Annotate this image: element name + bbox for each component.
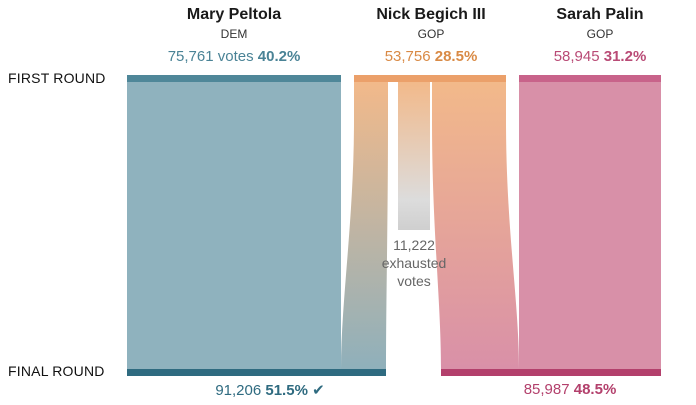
palin-party: GOP [586,27,614,41]
palin-votes-count: 58,945 [553,48,600,65]
peltola-final-round-bar [127,369,386,376]
peltola-party: DEM [220,27,248,41]
palin-final-pct: 48.5% [573,381,617,398]
peltola-first-round-votes: 75,761 votes 40.2% [144,48,324,65]
peltola-final-pct: 51.5% [265,382,308,399]
peltola-final-votes: 91,206 51.5% ✔ [190,381,350,399]
exhausted-votes-label: exhausted votes [381,255,447,289]
peltola-final-count: 91,206 [215,382,262,399]
begich-to-palin-flow [432,82,519,369]
palin-final-round-bar [441,369,661,376]
peltola-flow [127,82,341,369]
palin-votes-pct: 31.2% [603,48,647,65]
exhausted-votes-count: 11,222 [393,237,435,253]
peltola-votes-count: 75,761 votes [167,48,254,65]
peltola-votes-pct: 40.2% [257,48,301,65]
winner-check-icon: ✔ [312,382,325,399]
begich-first-round-votes: 53,756 28.5% [360,48,502,65]
peltola-name: Mary Peltola [186,6,282,23]
palin-first-round-votes: 58,945 31.2% [530,48,670,65]
palin-flow [519,82,661,369]
exhausted-votes-annotation: 11,222 exhausted votes [370,236,458,290]
palin-final-count: 85,987 [523,381,570,398]
palin-final-votes: 85,987 48.5% [495,381,645,398]
begich-party: GOP [417,27,445,41]
begich-name: Nick Begich III [376,6,486,23]
begich-to-peltola-flow [341,82,388,369]
palin-first-round-bar [519,75,661,82]
begich-exhausted-flow [398,82,430,230]
palin-name: Sarah Palin [556,6,644,23]
begich-first-round-bar [354,75,506,82]
final-round-label: FINAL ROUND [8,363,105,379]
begich-votes-count: 53,756 [384,48,431,65]
begich-votes-pct: 28.5% [434,48,478,65]
first-round-label: FIRST ROUND [8,70,106,86]
peltola-first-round-bar [127,75,341,82]
